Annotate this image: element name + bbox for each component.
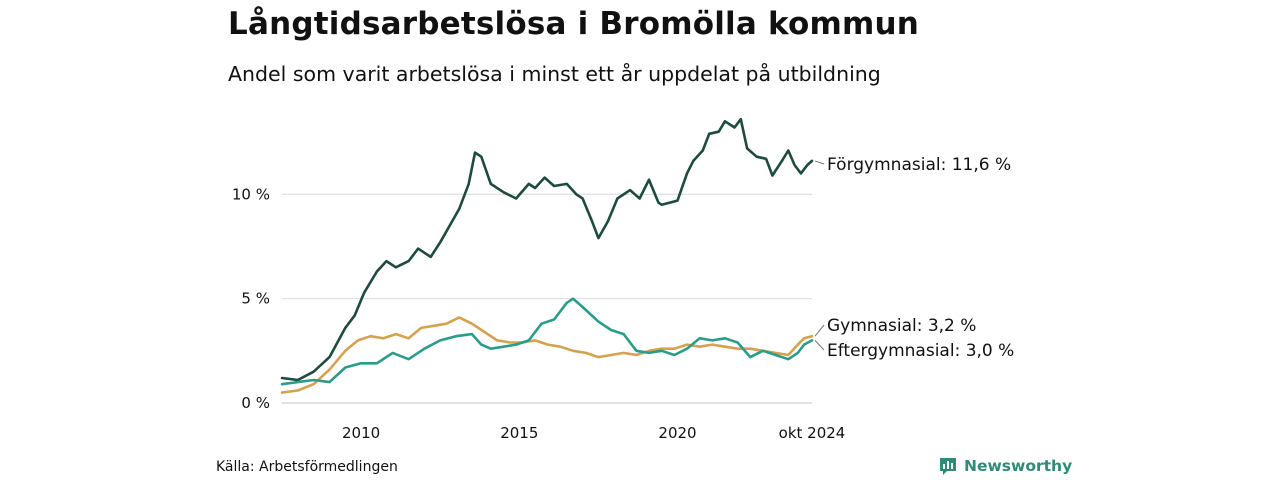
series-end-label-gymnasial: Gymnasial: 3,2 % xyxy=(827,316,976,336)
x-tick-label: okt 2024 xyxy=(779,424,846,442)
series-line-förgymnasial xyxy=(280,117,814,382)
chart-title: Långtidsarbetslösa i Bromölla kommun xyxy=(228,6,920,42)
grid-layer: 0 % 5 % 10 % 2010 2015 2020 okt 2024 xyxy=(232,185,845,442)
y-tick-label: 10 % xyxy=(232,185,270,203)
x-tick-label: 2015 xyxy=(500,424,538,442)
chart-subtitle: Andel som varit arbetslösa i minst ett å… xyxy=(228,62,881,86)
series-end-label-eftergymnasial: Eftergymnasial: 3,0 % xyxy=(827,341,1014,361)
series-line-eftergymnasial xyxy=(280,297,814,386)
x-tick-label: 2010 xyxy=(342,424,380,442)
series-end-label-förgymnasial: Förgymnasial: 11,6 % xyxy=(827,155,1011,175)
newsworthy-logo-icon xyxy=(940,458,956,475)
series-label-connector xyxy=(814,160,825,165)
series-label-connector xyxy=(814,340,825,351)
x-tick-label: 2020 xyxy=(658,424,696,442)
series-line-gymnasial xyxy=(280,316,814,394)
series-layer xyxy=(280,117,814,394)
y-tick-label: 0 % xyxy=(241,394,270,412)
brand: Newsworthy xyxy=(938,456,1072,476)
label-layer: Förgymnasial: 11,6 % Gymnasial: 3,2 % Efte… xyxy=(814,155,1014,361)
source-note: Källa: Arbetsförmedlingen xyxy=(216,459,398,475)
y-tick-label: 5 % xyxy=(241,290,270,308)
brand-name: Newsworthy xyxy=(964,457,1073,475)
series-label-connector xyxy=(814,324,825,337)
